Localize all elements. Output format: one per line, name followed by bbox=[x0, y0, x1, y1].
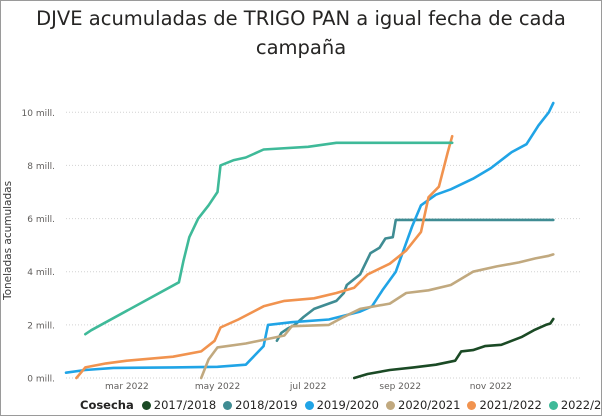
legend-item[interactable]: 2020/2021 bbox=[386, 398, 460, 412]
y-tick-label: 10 mill. bbox=[22, 109, 55, 119]
y-tick-label: 2 mill. bbox=[27, 321, 55, 331]
legend-marker bbox=[548, 400, 558, 410]
legend-label: 2021/2022 bbox=[479, 398, 542, 412]
x-tick-label: mar 2022 bbox=[105, 382, 149, 392]
series-line-2019-2020 bbox=[64, 101, 555, 374]
y-axis-label: Toneladas acumuladas bbox=[2, 181, 14, 301]
legend-marker bbox=[141, 400, 151, 410]
y-tick-label: 0 mill. bbox=[27, 375, 55, 385]
legend-item[interactable]: 2018/2019 bbox=[223, 398, 298, 412]
x-tick-label: may 2022 bbox=[195, 382, 240, 392]
series-line-2020-2021 bbox=[199, 253, 555, 380]
legend-item[interactable]: 2019/2020 bbox=[304, 398, 380, 412]
legend-marker bbox=[304, 400, 314, 410]
legend-marker bbox=[386, 400, 396, 410]
series-line-2022-2023 bbox=[84, 141, 454, 336]
legend-marker bbox=[467, 400, 477, 410]
y-tick-label: 6 mill. bbox=[27, 215, 55, 225]
legend-label: 2017/2018 bbox=[153, 398, 217, 412]
legend-marker bbox=[223, 400, 233, 410]
x-tick-label: nov 2022 bbox=[470, 382, 512, 392]
legend-title: Cosecha bbox=[80, 398, 134, 412]
legend-label: 2018/2019 bbox=[235, 398, 298, 412]
x-tick-label: sep 2022 bbox=[379, 382, 421, 392]
series-line-2017-2018 bbox=[352, 317, 555, 380]
y-tick-label: 4 mill. bbox=[27, 268, 55, 278]
legend-item[interactable]: 2017/2018 bbox=[141, 398, 217, 412]
series-line-2021-2022 bbox=[75, 134, 454, 380]
legend-item[interactable]: 2021/2022 bbox=[467, 398, 542, 412]
legend-label: 2020/2021 bbox=[398, 398, 461, 412]
legend-label: 2022/2023 bbox=[560, 398, 602, 412]
chart-legend: Cosecha 2017/2018 2018/2019 2019/2020 2020/… bbox=[80, 396, 602, 414]
legend-item[interactable]: 2022/2023 bbox=[548, 398, 602, 412]
x-tick-label: jul 2022 bbox=[289, 382, 326, 392]
chart-title-line-2: campaña bbox=[255, 36, 347, 59]
legend-label: 2019/2020 bbox=[316, 398, 380, 412]
chart-title: DJVE acumuladas de TRIGO PAN a igual fec… bbox=[36, 7, 566, 30]
y-tick-label: 8 mill. bbox=[27, 162, 55, 172]
